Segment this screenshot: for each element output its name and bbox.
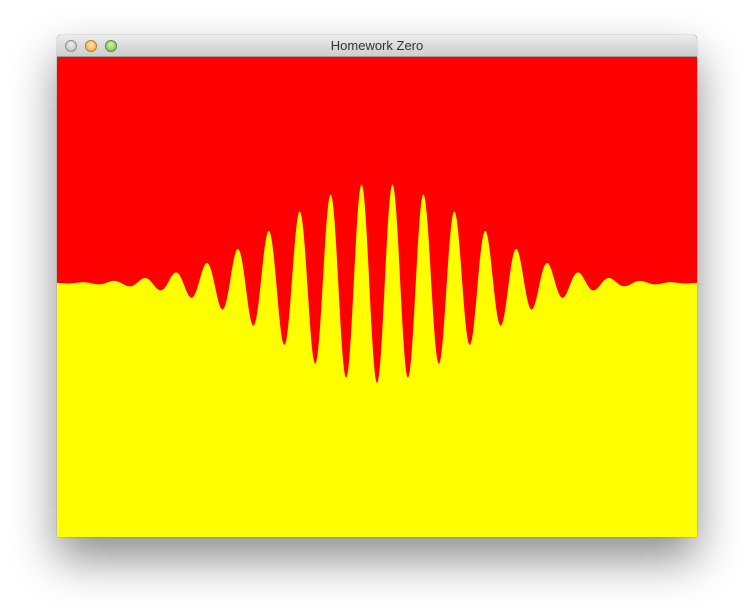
window-title: Homework Zero xyxy=(330,38,424,53)
title-bar[interactable]: Homework Zero xyxy=(57,35,697,57)
drawing-canvas xyxy=(57,57,697,537)
app-window: Homework Zero xyxy=(57,35,697,537)
close-button-icon[interactable] xyxy=(65,40,77,52)
wave-drawing xyxy=(57,57,697,537)
yellow-wave-region xyxy=(57,184,697,537)
zoom-button-icon[interactable] xyxy=(105,40,117,52)
minimize-button-icon[interactable] xyxy=(85,40,97,52)
